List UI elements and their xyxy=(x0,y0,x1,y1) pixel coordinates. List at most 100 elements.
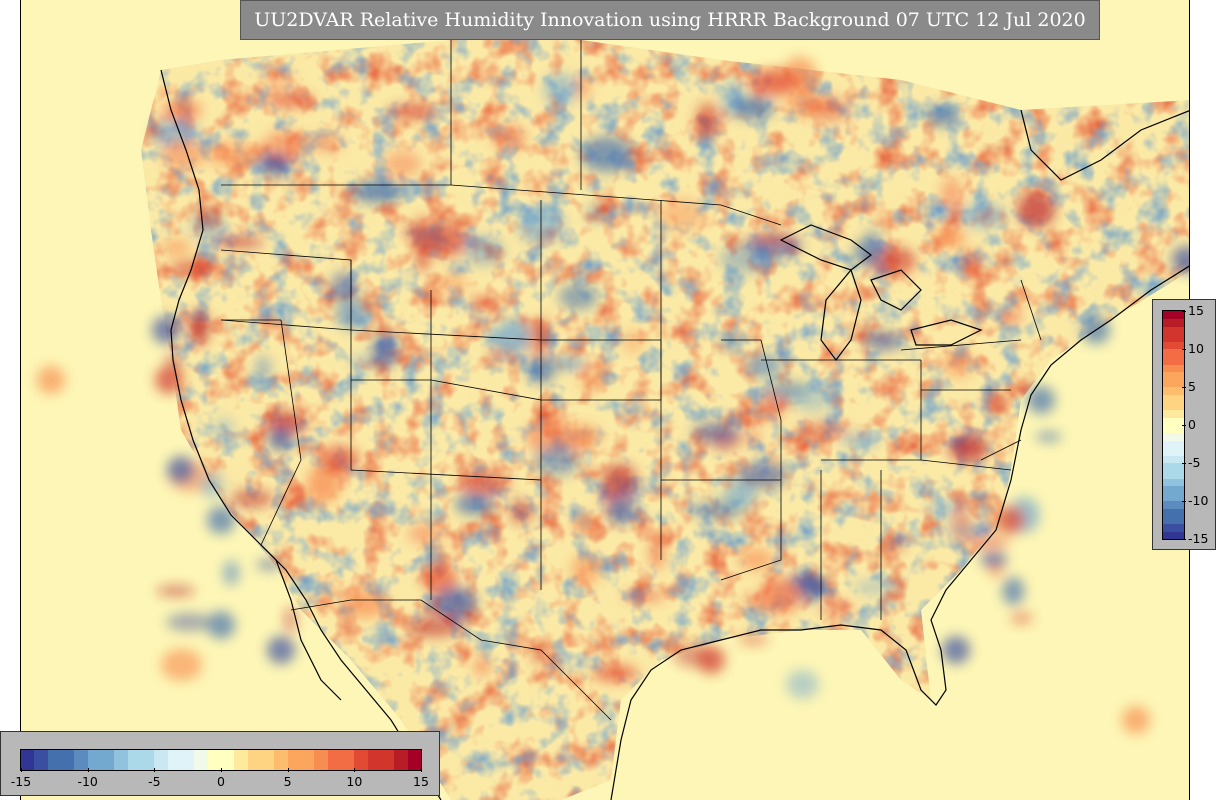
coastal-anomaly-blob xyxy=(207,506,235,534)
anomaly-blob xyxy=(1017,190,1056,229)
anomaly-blob xyxy=(749,233,796,244)
anomaly-blob xyxy=(161,137,204,171)
anomaly-blob xyxy=(961,203,1006,229)
anomaly-blob xyxy=(434,587,477,617)
colorbar-vertical-segment xyxy=(1163,364,1184,373)
anomaly-blob xyxy=(945,524,993,537)
anomaly-blob xyxy=(841,434,879,448)
anomaly-blob xyxy=(263,130,310,161)
anomaly-blob xyxy=(166,613,212,632)
colorbar-vertical-segment xyxy=(1163,379,1184,388)
colorbar-vertical-segment xyxy=(1163,387,1184,396)
colorbar-vertical-segment xyxy=(1163,326,1184,335)
colorbar-horizontal-segment xyxy=(181,750,195,770)
anomaly-blob xyxy=(942,350,974,379)
anomaly-blob xyxy=(536,317,551,353)
anomaly-blob xyxy=(169,260,219,277)
anomaly-blob xyxy=(723,480,758,510)
colorbar-vertical-segment xyxy=(1163,455,1184,464)
colorbar-horizontal-segment xyxy=(341,750,355,770)
anomaly-blob xyxy=(439,271,468,294)
coastal-anomaly-blob xyxy=(1027,386,1055,414)
colorbar-horizontal-segment xyxy=(21,750,35,770)
anomaly-blob xyxy=(935,226,966,249)
colorbar-horizontal-gradient xyxy=(20,749,422,771)
colorbar-horizontal-segment xyxy=(381,750,395,770)
anomaly-blob xyxy=(261,70,295,87)
colorbar-horizontal-segment xyxy=(87,750,102,770)
colorbar-horizontal-segment xyxy=(167,750,182,770)
colorbar-vertical-segment xyxy=(1163,371,1184,380)
colorbar-horizontal-tick-label: 10 xyxy=(346,774,363,789)
colorbar-vertical-segment xyxy=(1163,463,1184,472)
colorbar-horizontal-segment xyxy=(261,750,275,770)
colorbar-vertical-segment xyxy=(1163,318,1184,327)
colorbar-horizontal-tick xyxy=(287,768,289,772)
colorbar-vertical-segment xyxy=(1163,349,1184,358)
anomaly-blob xyxy=(383,151,422,177)
anomaly-blob xyxy=(494,319,532,355)
coastal-anomaly-blob xyxy=(697,646,725,674)
anomaly-blob xyxy=(786,669,819,699)
anomaly-blob xyxy=(256,355,271,385)
colorbar-vertical-segment xyxy=(1163,523,1184,532)
colorbar-vertical-gradient xyxy=(1162,310,1185,540)
anomaly-blob xyxy=(940,177,963,213)
anomaly-blob xyxy=(454,493,495,515)
coastal-anomaly-blob xyxy=(1172,246,1189,274)
anomaly-blob xyxy=(791,381,834,413)
anomaly-blob xyxy=(738,634,769,646)
anomaly-blob xyxy=(311,132,342,153)
colorbar-vertical-segment xyxy=(1163,311,1184,320)
anomaly-blob xyxy=(415,240,430,272)
anomaly-blob xyxy=(578,362,605,391)
anomaly-blob xyxy=(306,465,340,504)
colorbar-vertical-tick-label: 5 xyxy=(1188,379,1196,394)
colorbar-vertical-segment xyxy=(1163,493,1184,502)
anomaly-blob xyxy=(623,590,667,602)
anomaly-blob xyxy=(732,96,774,120)
colorbar-horizontal-tick-label: -10 xyxy=(77,774,98,789)
anomaly-blob xyxy=(429,221,468,257)
anomaly-blob xyxy=(405,225,425,239)
anomaly-blob xyxy=(939,206,953,218)
colorbar-vertical-tick xyxy=(1182,311,1186,312)
colorbar-vertical-segment xyxy=(1163,516,1184,525)
colorbar-horizontal-tick-label: 5 xyxy=(283,774,292,789)
anomaly-blob xyxy=(948,433,989,463)
anomaly-blob xyxy=(736,463,788,488)
anomaly-blob xyxy=(926,104,959,127)
anomaly-blob xyxy=(350,355,377,369)
anomaly-blob xyxy=(997,309,1022,324)
colorbar-vertical-segment xyxy=(1163,417,1184,426)
colorbar-vertical-segment xyxy=(1163,356,1184,365)
anomaly-blob xyxy=(746,353,783,378)
anomaly-blob xyxy=(961,250,982,279)
anomaly-blob xyxy=(580,136,633,173)
colorbar-horizontal-tick xyxy=(87,768,89,772)
colorbar-vertical-segment xyxy=(1163,501,1184,510)
anomaly-blob xyxy=(745,595,766,607)
anomaly-blob xyxy=(160,239,192,256)
colorbar-horizontal-segment xyxy=(61,750,75,770)
colorbar-horizontal-segment xyxy=(154,750,169,770)
colorbar-horizontal-segment xyxy=(221,750,235,770)
colorbar-horizontal-segment xyxy=(207,750,222,770)
map-area[interactable] xyxy=(20,0,1190,800)
colorbar-vertical-segment xyxy=(1163,394,1184,403)
coastal-anomaly-blob xyxy=(267,636,295,664)
colorbar-horizontal-segment xyxy=(394,750,409,770)
anomaly-blob xyxy=(820,602,854,617)
anomaly-blob xyxy=(550,358,587,370)
colorbar-horizontal-tick xyxy=(154,768,156,772)
colorbar-vertical-tick-label: 10 xyxy=(1188,341,1204,356)
anomaly-blob xyxy=(986,390,1004,415)
anomaly-blob xyxy=(796,422,851,438)
anomaly-blob xyxy=(463,235,504,266)
map-title: UU2DVAR Relative Humidity Innovation usi… xyxy=(240,0,1100,40)
anomaly-blob xyxy=(284,606,297,634)
anomaly-blob xyxy=(760,577,801,615)
anomaly-blob xyxy=(261,153,291,177)
anomaly-blob xyxy=(156,585,195,597)
colorbar-vertical-segment xyxy=(1163,402,1184,411)
